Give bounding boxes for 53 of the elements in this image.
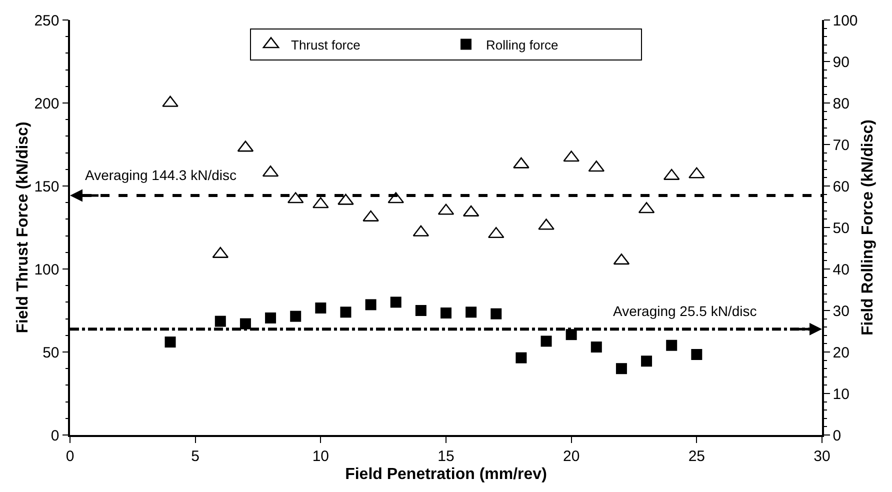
x-tick-label: 15 — [438, 448, 454, 465]
point — [440, 307, 452, 318]
y2-tick-label: 50 — [832, 220, 850, 237]
point — [466, 306, 477, 318]
x-tick-label: 30 — [814, 448, 830, 465]
y2-tick-label: 80 — [832, 95, 850, 112]
point — [641, 356, 652, 367]
point — [540, 336, 552, 347]
point — [616, 363, 627, 374]
point — [290, 310, 302, 322]
y2-tick-label: 40 — [832, 261, 850, 278]
point — [415, 305, 426, 316]
point — [365, 299, 376, 310]
point — [516, 352, 527, 364]
y2-tick-label: 100 — [832, 12, 858, 30]
x-tick-label: 10 — [312, 448, 330, 465]
y2-tick-label: 10 — [832, 386, 850, 403]
y2-axis-title: Field Rolling Force (kN/disc) — [860, 119, 876, 336]
y-axis-title: Field Thrust Force (kN/disc) — [14, 122, 32, 334]
ref-line-label: Averaging 144.3 kN/disc — [85, 167, 236, 183]
y2-tick-label: 90 — [832, 54, 850, 71]
x-tick-label: 25 — [688, 448, 706, 465]
legend-label: Rolling force — [486, 37, 558, 52]
legend-label: Thrust force — [291, 37, 360, 52]
point — [666, 340, 678, 351]
ref-line-label: Averaging 25.5 kN/disc — [613, 303, 757, 319]
y-tick-label: 0 — [50, 427, 60, 444]
y-tick-label: 250 — [34, 12, 60, 30]
y2-tick-label: 70 — [832, 136, 850, 154]
y-tick-label: 150 — [34, 178, 60, 196]
point — [240, 318, 251, 330]
y2-tick-label: 30 — [832, 302, 850, 320]
point — [590, 342, 602, 353]
point — [390, 296, 402, 308]
y-tick-label: 50 — [42, 344, 60, 362]
x-axis-title: Field Penetration (mm/rev) — [345, 466, 547, 483]
point — [164, 336, 176, 348]
y2-tick-label: 20 — [832, 344, 850, 362]
point — [488, 226, 504, 238]
x-tick-label: 20 — [562, 448, 580, 465]
point — [566, 329, 577, 340]
x-tick-label: 5 — [191, 448, 200, 465]
point — [691, 348, 702, 360]
point — [315, 302, 326, 314]
point — [490, 308, 502, 320]
point — [214, 316, 226, 327]
y-tick-label: 200 — [34, 95, 60, 112]
y2-tick-label: 0 — [832, 427, 842, 444]
y-tick-label: 100 — [34, 261, 60, 278]
point — [265, 312, 276, 324]
x-tick-label: 0 — [66, 448, 74, 465]
y2-tick-label: 60 — [832, 178, 850, 196]
point — [340, 306, 352, 318]
